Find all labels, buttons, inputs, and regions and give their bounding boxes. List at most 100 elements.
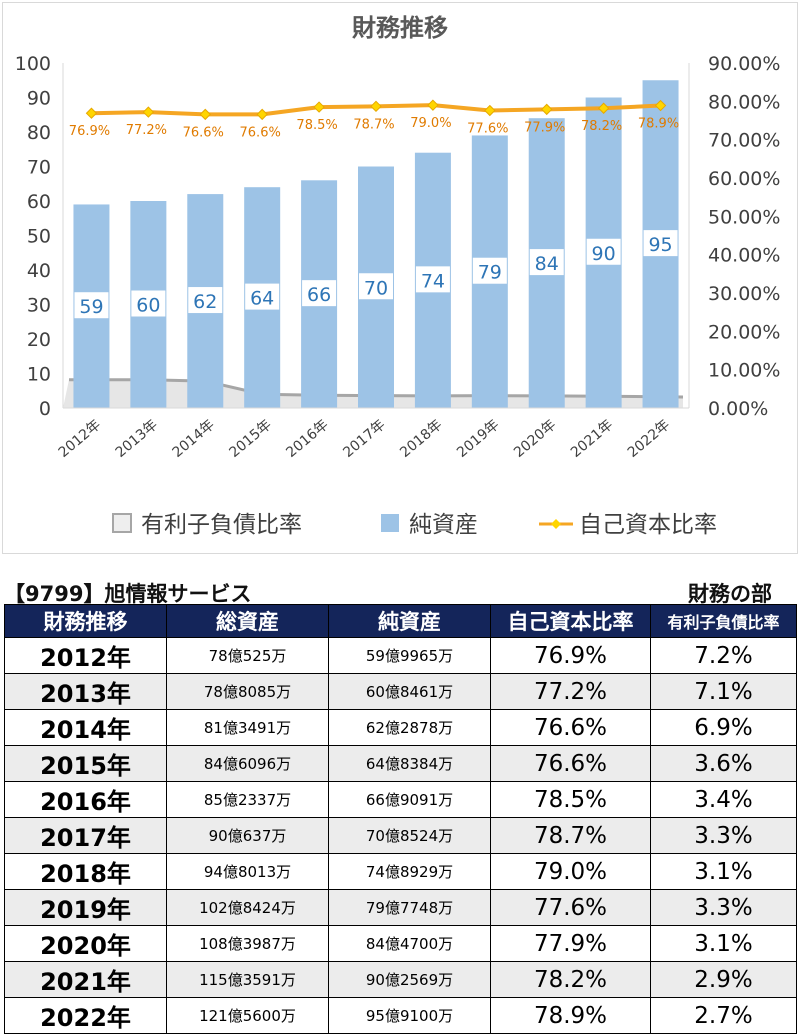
financial-table: 財務推移 総資産 純資産 自己資本比率 有利子負債比率 2012年 78億525万…	[4, 604, 797, 1034]
cell-year: 2018年	[4, 853, 167, 890]
y-left-tick-label: 20	[27, 329, 51, 351]
legend-label-equity-ratio: 自己資本比率	[579, 512, 717, 538]
bar-data-label: 60	[136, 295, 160, 317]
x-tick-label: 2015年	[226, 417, 274, 461]
y-left-tick-label: 90	[27, 88, 51, 110]
cell-debt-ratio: 3.4%	[650, 781, 797, 818]
cell-net-assets: 64億8384万	[328, 745, 491, 782]
bar-data-label: 84	[535, 253, 559, 275]
cell-total-assets: 78億8085万	[166, 673, 329, 710]
cell-net-assets: 66億9091万	[328, 781, 491, 818]
line-data-label: 79.0%	[410, 116, 451, 131]
header-equity-ratio: 自己資本比率	[490, 604, 651, 638]
y-left-tick-label: 100	[15, 53, 51, 75]
line-point-marker	[484, 104, 496, 117]
bar-data-label: 74	[421, 270, 445, 292]
cell-year: 2014年	[4, 709, 167, 746]
line-point-marker	[142, 106, 155, 118]
cell-equity-ratio: 76.6%	[490, 745, 651, 782]
cell-total-assets: 102億8424万	[166, 889, 329, 926]
cell-debt-ratio: 3.3%	[650, 817, 797, 854]
table-row: 2017年 90億637万 70億8524万 78.7% 3.3%	[4, 817, 797, 854]
y-right-tick-label: 70.00%	[708, 130, 780, 152]
bar-data-label-box	[245, 283, 280, 310]
cell-equity-ratio: 79.0%	[490, 853, 651, 890]
x-tick-label: 2017年	[340, 417, 388, 461]
legend-label-net-assets: 純資産	[409, 512, 478, 538]
header-debt-ratio: 有利子負債比率	[650, 604, 797, 638]
x-tick-label: 2014年	[170, 417, 218, 461]
bar-data-label-box	[359, 273, 393, 300]
cell-net-assets: 79億7748万	[328, 889, 491, 926]
y-left-tick-label: 50	[27, 226, 51, 248]
bar-data-label-box	[131, 290, 166, 317]
header-period: 財務推移	[4, 604, 167, 638]
cell-year: 2016年	[4, 781, 167, 818]
cell-debt-ratio: 3.1%	[650, 925, 797, 962]
legend-swatch-equity-marker	[551, 519, 561, 529]
company-title: 【9799】旭情報サービス	[4, 582, 252, 606]
cell-year: 2019年	[4, 889, 167, 926]
x-tick-label: 2019年	[454, 417, 502, 461]
line-point-marker	[199, 108, 211, 121]
table-row: 2020年 108億3987万 84億4700万 77.9% 3.1%	[4, 925, 797, 962]
y-left-tick-label: 80	[27, 122, 51, 144]
cell-total-assets: 108億3987万	[166, 925, 329, 962]
table-row: 2016年 85億2337万 66億9091万 78.5% 3.4%	[4, 781, 797, 818]
cell-net-assets: 59億9965万	[328, 637, 491, 674]
y-left-tick-label: 60	[27, 191, 51, 213]
cell-total-assets: 115億3591万	[166, 961, 329, 998]
cell-equity-ratio: 78.7%	[490, 817, 651, 854]
y-left-tick-label: 0	[39, 398, 51, 420]
cell-year: 2020年	[4, 925, 167, 962]
cell-debt-ratio: 2.7%	[650, 997, 797, 1034]
y-right-tick-label: 60.00%	[708, 168, 780, 190]
cell-debt-ratio: 3.1%	[650, 853, 797, 890]
table-row: 2012年 78億525万 59億9965万 76.9% 7.2%	[4, 637, 797, 674]
line-data-label: 78.7%	[353, 117, 394, 132]
y-right-tick-label: 90.00%	[708, 53, 780, 75]
table-row: 2014年 81億3491万 62億2878万 76.6% 6.9%	[4, 709, 797, 746]
cell-net-assets: 95億9100万	[328, 997, 491, 1034]
bar-data-label: 59	[79, 296, 103, 318]
legend-swatch-net-assets	[381, 514, 399, 532]
cell-debt-ratio: 2.9%	[650, 961, 797, 998]
y-right-tick-label: 30.00%	[708, 283, 780, 305]
cell-equity-ratio: 76.6%	[490, 709, 651, 746]
line-data-label: 76.9%	[69, 124, 110, 139]
line-data-label: 77.9%	[524, 120, 565, 135]
table-row: 2022年 121億5600万 95億9100万 78.9% 2.7%	[4, 997, 797, 1034]
x-tick-label: 2021年	[568, 417, 616, 461]
cell-equity-ratio: 77.9%	[490, 925, 651, 962]
bar-data-label-box	[415, 266, 450, 293]
bar-data-label: 66	[307, 284, 331, 306]
line-point-marker	[370, 100, 382, 113]
line-point-marker	[541, 103, 553, 116]
x-tick-label: 2013年	[113, 417, 161, 461]
cell-total-assets: 90億637万	[166, 817, 329, 854]
cell-equity-ratio: 76.9%	[490, 637, 651, 674]
cell-net-assets: 84億4700万	[328, 925, 491, 962]
cell-net-assets: 62億2878万	[328, 709, 491, 746]
y-left-tick-label: 40	[27, 260, 51, 282]
bar-data-label-box	[586, 238, 621, 265]
legend-label-debt-ratio: 有利子負債比率	[141, 512, 302, 538]
y-right-tick-label: 20.00%	[708, 321, 780, 343]
cell-net-assets: 70億8524万	[328, 817, 491, 854]
bar-data-label: 62	[193, 291, 217, 313]
table-row: 2019年 102億8424万 79億7748万 77.6% 3.3%	[4, 889, 797, 926]
cell-year: 2017年	[4, 817, 167, 854]
cell-equity-ratio: 77.6%	[490, 889, 651, 926]
y-left-tick-label: 10	[27, 364, 51, 386]
cell-equity-ratio: 78.9%	[490, 997, 651, 1034]
table-row: 2018年 94億8013万 74億8929万 79.0% 3.1%	[4, 853, 797, 890]
x-tick-label: 2012年	[56, 417, 104, 461]
bar-data-label-box	[74, 292, 109, 319]
chart-svg: 財務推移 0 10 20 30 40 50 60 70 80 90 100 0.00% 10.00% 20.…	[15, 14, 781, 538]
cell-equity-ratio: 77.2%	[490, 673, 651, 710]
line-data-label: 77.2%	[126, 123, 167, 138]
line-data-label: 78.5%	[296, 118, 337, 133]
cell-total-assets: 85億2337万	[166, 781, 329, 818]
line-data-label: 76.6%	[240, 125, 281, 140]
bar-data-label: 64	[250, 288, 274, 310]
